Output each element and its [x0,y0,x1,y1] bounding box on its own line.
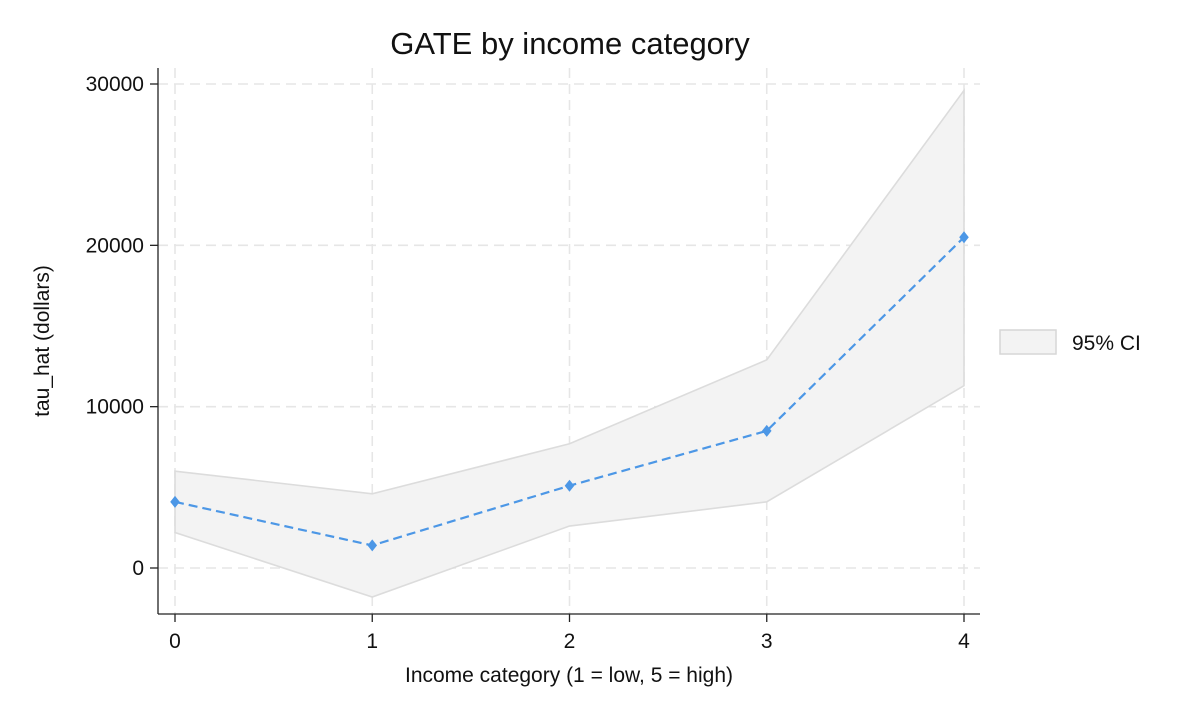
y-tick-label: 10000 [86,396,144,419]
x-tick-label: 1 [366,630,378,653]
data-point [564,479,575,492]
data-point [367,539,378,552]
y-tick-label: 0 [132,557,144,580]
x-axis-label: Income category (1 = low, 5 = high) [405,664,733,687]
y-axis-label: tau_hat (dollars) [31,265,54,417]
x-tick-label: 4 [958,630,970,653]
y-tick-label: 30000 [86,73,144,96]
chart-title: GATE by income category [390,26,750,61]
legend: 95% CI [999,329,1141,355]
legend-label-ci: 95% CI [1072,332,1141,355]
data-point [959,231,969,244]
legend-swatch-ci [999,329,1057,355]
confidence-band-layer [174,88,965,598]
confidence-band [174,88,965,598]
series-layer [170,231,969,552]
y-tick-label: 20000 [86,234,144,257]
tick-labels: 0 10000 20000 30000 0 1 2 3 4 [86,73,971,653]
data-point [170,495,180,508]
data-point [761,424,772,437]
x-tick-label: 0 [169,630,181,653]
x-tick-label: 2 [564,630,576,653]
x-tick-label: 3 [761,630,773,653]
